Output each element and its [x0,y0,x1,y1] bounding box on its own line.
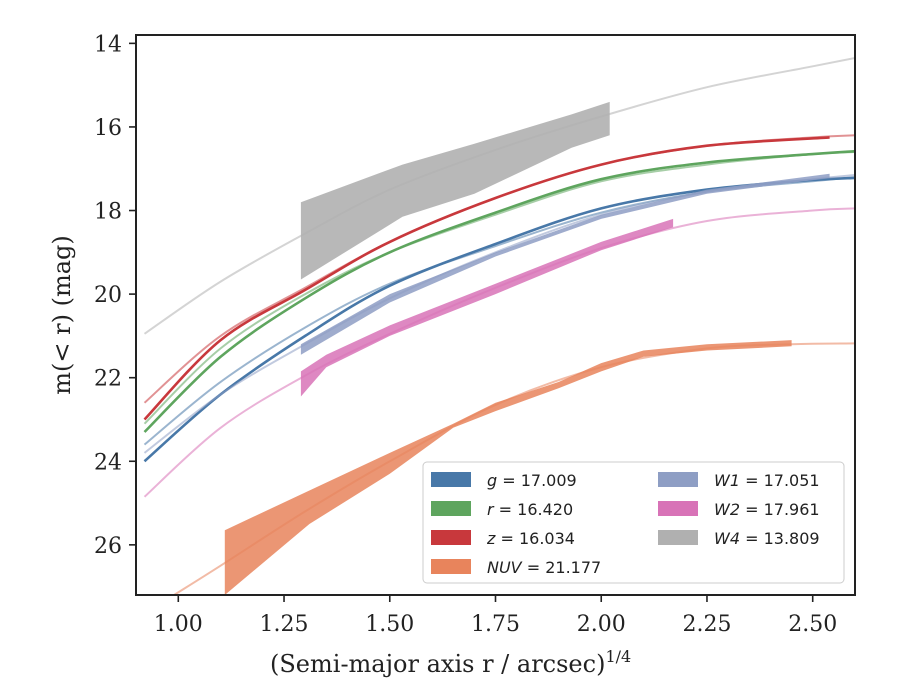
series-w4-band [300,101,610,280]
x-tick-label: 2.50 [788,612,837,637]
legend-label-nuv: NUV = 21.177 [487,558,601,577]
legend-label-g: g = 17.009 [487,471,577,490]
legend-swatch-w1 [658,472,698,487]
x-tick-label: 2.00 [577,612,626,637]
legend-swatch-nuv [431,559,471,574]
y-axis: 14 16 18 20 22 24 26 [94,32,136,559]
y-tick-label: 20 [94,283,122,308]
x-axis: 1.00 1.25 1.50 1.75 2.00 2.25 2.50 [154,595,837,637]
x-axis-label: (Semi-major axis r / arcsec)1/4 [270,647,631,678]
plot-area [143,57,855,595]
y-tick-label: 22 [94,367,122,392]
legend-swatch-z [431,530,471,545]
legend-label-w4: W4 = 13.809 [714,529,820,548]
y-tick-label: 24 [94,450,122,475]
series-w1-model-line [143,174,855,454]
legend-swatch-r [431,501,471,516]
x-tick-label: 1.50 [365,612,414,637]
y-tick-label: 16 [94,116,122,141]
legend-label-z: z = 16.034 [486,529,575,548]
y-tick-label: 18 [94,200,122,225]
legend-label-w1: W1 = 17.051 [714,471,820,490]
y-tick-label: 26 [94,534,122,559]
legend-label-w2: W2 = 17.961 [714,500,820,519]
y-tick-label: 14 [94,32,122,57]
series-w2-band [300,218,674,397]
legend-label-r: r = 16.420 [487,500,573,519]
x-tick-label: 1.75 [471,612,520,637]
series-r-line [143,149,855,433]
legend: g = 17.009 r = 16.420 z = 16.034 NUV = 21.1… [422,461,845,584]
y-axis-label: m(< r) (mag) [48,235,76,394]
legend-swatch-w2 [658,501,698,516]
x-tick-label: 2.25 [682,612,731,637]
legend-swatch-g [431,472,471,487]
x-axis-label-exponent: 1/4 [605,647,631,666]
x-tick-label: 1.00 [154,612,203,637]
legend-swatch-w4 [658,530,698,545]
x-tick-label: 1.25 [260,612,309,637]
series-z-line [143,136,830,421]
legend-frame [422,461,845,584]
